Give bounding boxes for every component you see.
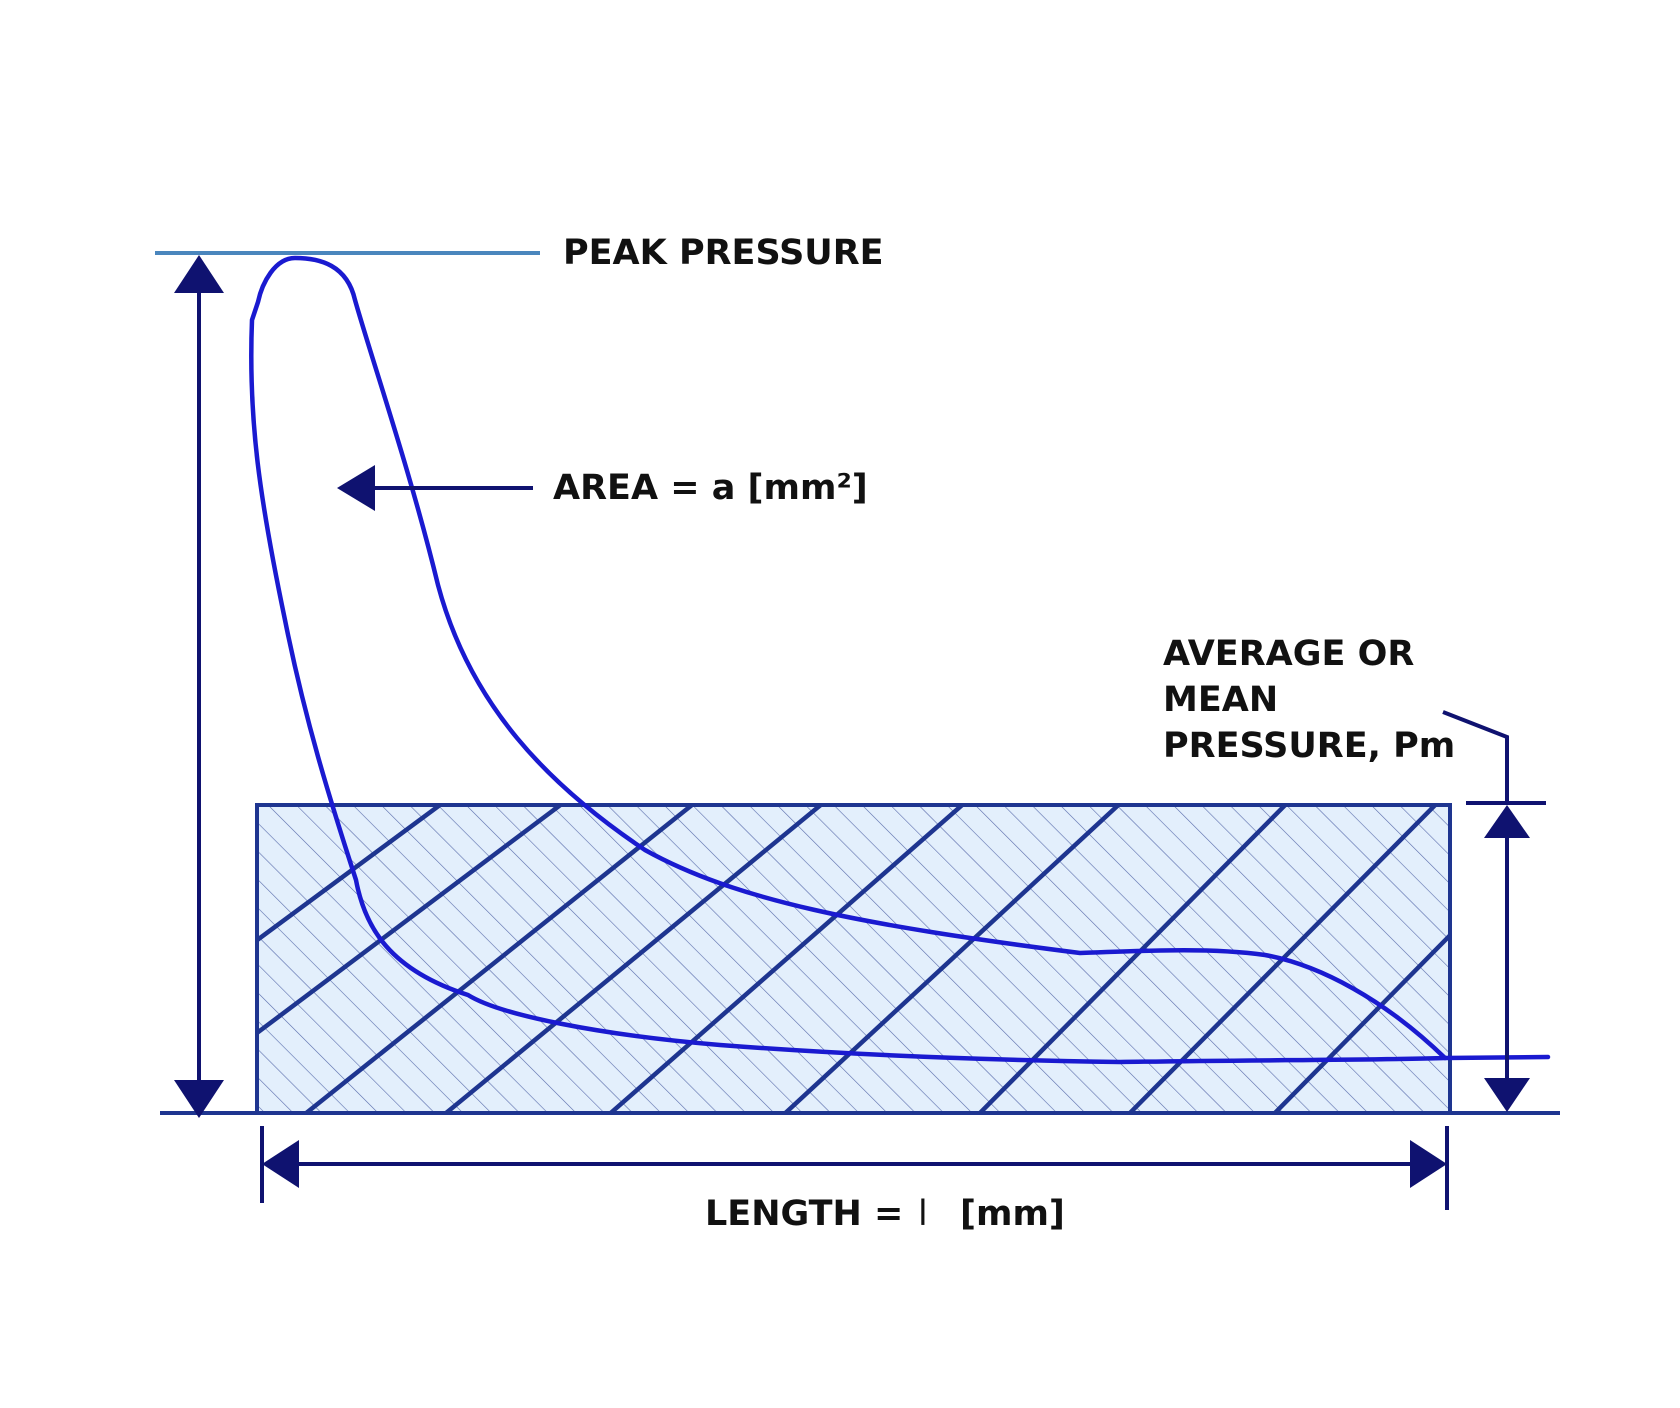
peak-height-arrow [174,255,224,1118]
area-pointer-arrow [337,465,533,511]
mean-pressure-label-line2: MEAN [1163,680,1278,720]
mean-pressure-height-arrow [1442,710,1546,1112]
length-symbol: l [918,1194,928,1234]
length-unit-label: [mm] [960,1194,1065,1234]
length-label: LENGTH = [705,1194,903,1234]
length-dimension-arrow [260,1126,1449,1210]
mean-pressure-label-line3: PRESSURE, Pm [1163,726,1455,766]
area-label: AREA = a [mm²] [553,468,868,508]
pressure-curve-tail [1442,1054,1551,1061]
peak-pressure-label: PEAK PRESSURE [563,233,884,273]
mean-pressure-label-line1: AVERAGE OR [1163,634,1414,674]
fine-hatch-fill [257,805,1450,1113]
